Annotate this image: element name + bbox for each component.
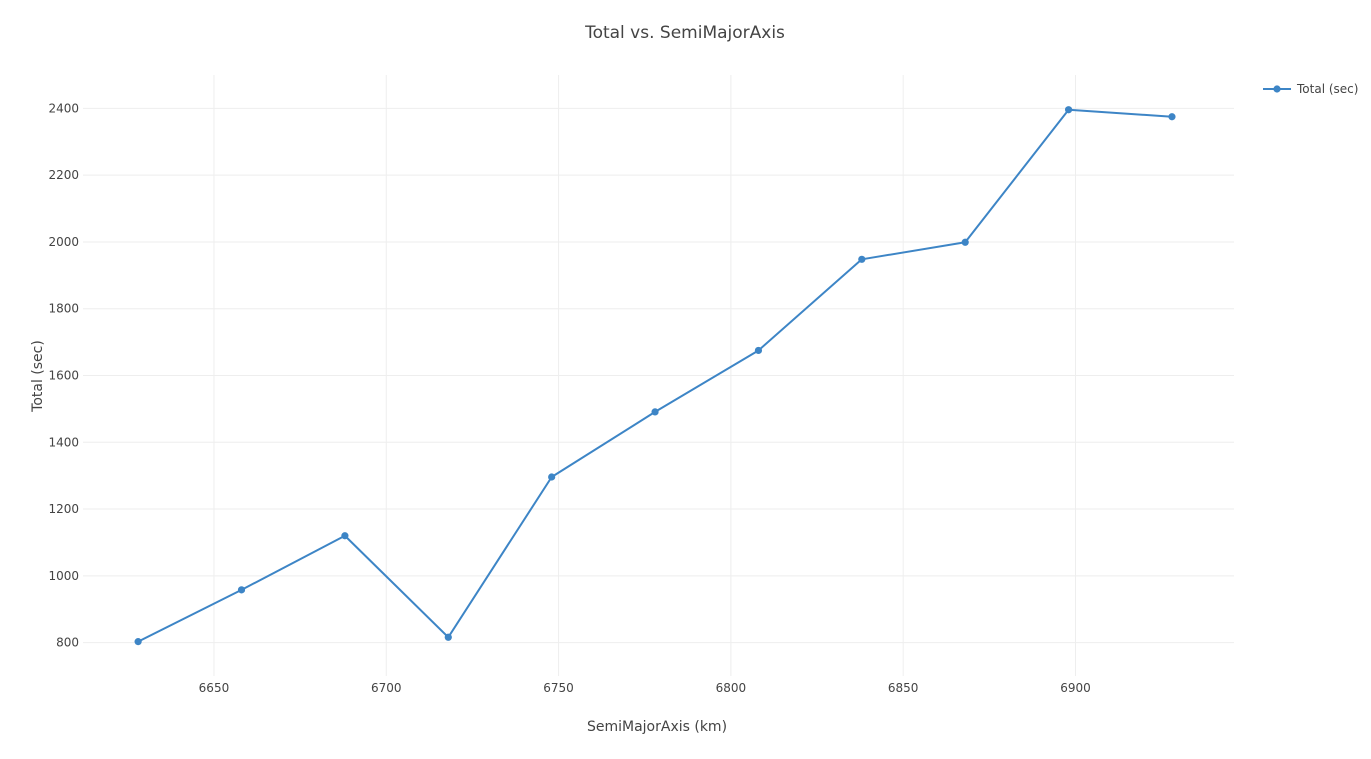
y-tick-label: 1200	[48, 502, 79, 516]
y-axis-title: Total (sec)	[30, 340, 46, 413]
chart-title: Total vs. SemiMajorAxis	[584, 23, 785, 43]
y-tick-label: 1600	[48, 369, 79, 383]
data-point[interactable]	[134, 638, 142, 646]
data-point[interactable]	[1168, 113, 1176, 121]
x-tick-label: 6900	[1060, 681, 1091, 695]
grid	[83, 75, 1234, 676]
x-tick-label: 6700	[371, 681, 402, 695]
y-tick-label: 2400	[48, 101, 79, 115]
data-point[interactable]	[444, 633, 452, 641]
x-tick-label: 6850	[888, 681, 919, 695]
x-tick-label: 6650	[199, 681, 230, 695]
legend[interactable]: Total (sec)	[1263, 82, 1358, 96]
y-tick-label: 2000	[48, 235, 79, 249]
data-point[interactable]	[237, 586, 246, 594]
data-point[interactable]	[754, 346, 763, 355]
series-layer	[134, 106, 1176, 646]
legend-label: Total (sec)	[1296, 82, 1358, 96]
data-point[interactable]	[341, 532, 349, 540]
tick-labels: 6650 6700 6750 6800 6850 6900 800 1000 1200 1400 1…	[48, 101, 1090, 695]
y-tick-label: 800	[56, 636, 79, 650]
y-tick-label: 1800	[48, 302, 79, 316]
data-point[interactable]	[548, 473, 556, 481]
x-tick-label: 6750	[543, 681, 574, 695]
y-tick-label: 1400	[48, 435, 79, 449]
y-tick-label: 1000	[48, 569, 79, 583]
data-point[interactable]	[961, 238, 969, 246]
data-point[interactable]	[858, 255, 866, 263]
y-tick-label: 2200	[48, 168, 79, 182]
data-point[interactable]	[1064, 106, 1073, 114]
legend-marker	[1273, 85, 1281, 93]
x-axis-title: SemiMajorAxis (km)	[587, 719, 727, 735]
x-tick-label: 6800	[716, 681, 747, 695]
data-point[interactable]	[651, 408, 659, 416]
